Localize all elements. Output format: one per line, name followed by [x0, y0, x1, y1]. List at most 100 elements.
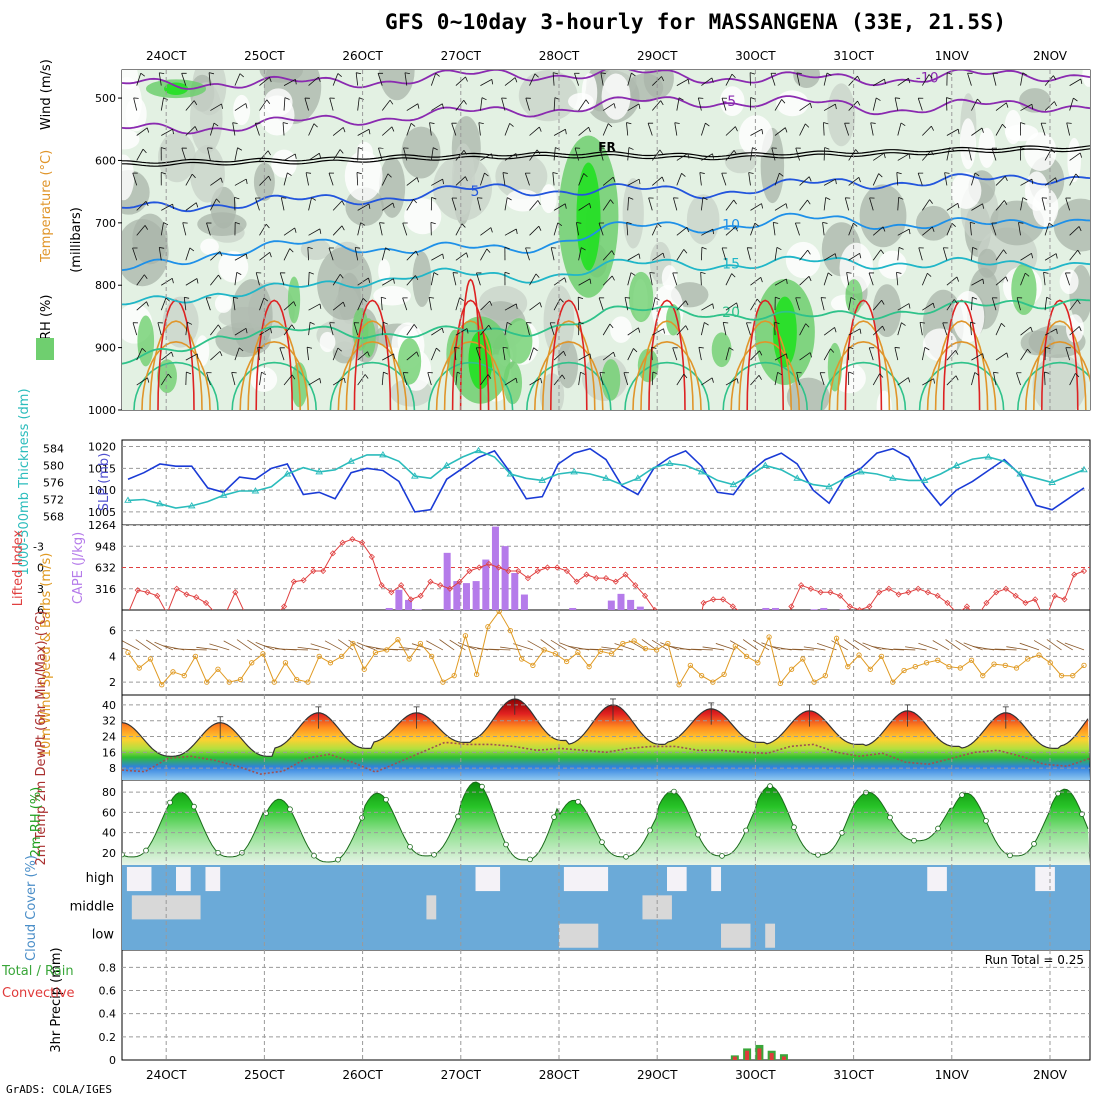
- boundary-temp-contour: [738, 320, 792, 410]
- wind-barb-10m: [527, 640, 545, 651]
- rh-marker: [407, 844, 413, 850]
- wind-barb: [872, 373, 880, 386]
- cloud-clear-block: [711, 867, 722, 892]
- wind-barb: [259, 223, 267, 236]
- wind-barb: [132, 172, 138, 186]
- wind-barb-flag: [1022, 72, 1028, 76]
- wind-barb: [210, 274, 219, 286]
- precip-tick-label: 0: [109, 1054, 116, 1067]
- boundary-temp-contour: [353, 299, 392, 410]
- wind-tick-label: 2: [109, 676, 116, 689]
- wind-barb-flag: [269, 252, 272, 258]
- wind-barb: [970, 322, 972, 336]
- wind-barb-flag: [880, 249, 885, 255]
- wind-barb: [259, 327, 271, 336]
- wind-barb-flag: [835, 179, 837, 185]
- wind-barb: [1020, 252, 1032, 261]
- wind-barb-flag: [1024, 272, 1030, 277]
- wind-barb: [848, 328, 861, 336]
- wind-barb: [725, 199, 735, 211]
- lifted-index-marker: [1051, 592, 1058, 599]
- wind-barb: [332, 274, 341, 286]
- wind-barb-flag: [761, 129, 764, 135]
- wind-barb: [476, 272, 481, 286]
- wind-barb-flag: [857, 75, 861, 81]
- lifted-index-marker: [476, 564, 483, 571]
- wind-barb-flag: [488, 324, 492, 330]
- boundary-temp-contour: [1025, 340, 1090, 410]
- wind-barb-flag: [416, 177, 420, 183]
- wind-barb-flag: [515, 303, 518, 309]
- wind-barb-flag: [1005, 276, 1009, 282]
- wind-barb-flag: [159, 72, 165, 75]
- wind-barb-flag: [908, 229, 911, 235]
- lifted-index-marker: [641, 592, 649, 599]
- wind-barb: [819, 372, 825, 386]
- wind-barb: [308, 378, 320, 386]
- wind-speed-marker: [316, 653, 322, 660]
- wind-barb-flag: [834, 327, 837, 333]
- wind-barb: [823, 327, 835, 336]
- wind-barb: [257, 347, 260, 361]
- boundary-temp-contour: [133, 361, 219, 410]
- cloud-axis-label: Cloud Cover (%): [24, 855, 39, 961]
- thickness-marker: [729, 480, 738, 488]
- wind-speed-marker: [788, 666, 795, 672]
- wind-barb: [991, 147, 997, 161]
- wind-barb: [598, 297, 604, 311]
- wind-barb-flag: [630, 272, 636, 276]
- cape-bar: [443, 552, 451, 610]
- wind-barb-flag: [576, 222, 582, 224]
- lifted-index-marker: [622, 571, 629, 578]
- wind-barb-flag: [823, 122, 829, 125]
- wind-barb: [504, 77, 516, 86]
- wind-barb: [308, 197, 312, 211]
- wind-barb-flag: [779, 172, 784, 177]
- wind-barb-flag: [415, 250, 419, 256]
- wind-barb-flag: [859, 253, 862, 259]
- lifted-index-marker: [846, 603, 853, 610]
- boundary-temp-contour: [141, 340, 211, 410]
- wind-barb-flag: [515, 228, 518, 234]
- wind-barb: [549, 322, 555, 336]
- run-total-label: Run Total = 0.25: [985, 953, 1084, 967]
- wind-barb: [897, 197, 900, 211]
- wind-barb-flag: [1080, 78, 1083, 84]
- wind-barb-flag: [712, 229, 715, 235]
- wind-barb-flag: [233, 296, 239, 299]
- wind-barb: [897, 153, 910, 161]
- wind-barb: [452, 272, 457, 286]
- rh-marker: [791, 824, 797, 831]
- wind-barb: [578, 99, 587, 111]
- wind-barb: [283, 301, 294, 311]
- wind-barb-flag: [313, 123, 318, 128]
- rh-dry-patch: [581, 73, 598, 113]
- wind-barb: [552, 72, 555, 86]
- wind-barb: [1020, 348, 1028, 361]
- wind-barb-flag: [807, 199, 811, 205]
- thickness-marker: [187, 502, 196, 509]
- wind-barb: [529, 377, 541, 386]
- wind-barb-flag: [981, 127, 984, 133]
- wind-barb: [651, 149, 661, 161]
- wind-speed-marker: [642, 645, 649, 652]
- wind-barb-flag: [1078, 226, 1082, 232]
- wind-barb-flag: [611, 250, 615, 256]
- wind-barb: [823, 272, 829, 286]
- wind-barb: [160, 373, 169, 386]
- rh-tick-label: 80: [102, 786, 116, 799]
- wind-speed-marker: [282, 660, 289, 666]
- wind-barb-flag: [928, 74, 933, 79]
- lifted-index-marker: [672, 629, 677, 634]
- wind-barb-flag: [293, 301, 297, 307]
- wind-barb-flag: [947, 72, 952, 75]
- wind-barb: [922, 302, 934, 311]
- wind-barb: [429, 122, 432, 136]
- wind-barb: [992, 72, 997, 86]
- wind-barb: [353, 322, 359, 336]
- rh-dry-patch: [959, 118, 977, 170]
- wind-barb-10m: [297, 646, 320, 651]
- wind-barb-flag: [944, 172, 950, 174]
- cloud-clear-block: [558, 923, 599, 948]
- date-tick-top: 24OCT: [146, 49, 187, 63]
